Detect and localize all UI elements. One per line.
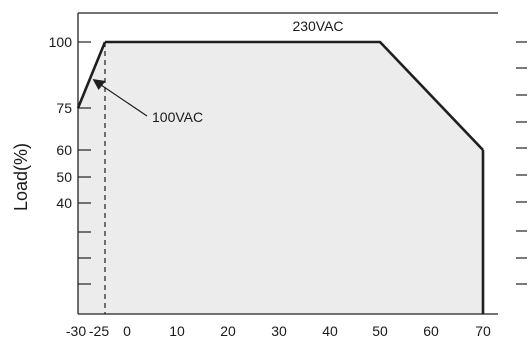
x-tick-label: 20	[220, 323, 236, 339]
y-tick-label: 75	[56, 100, 72, 116]
x-tick-label: 10	[169, 323, 185, 339]
y-tick-label: 100	[49, 34, 73, 50]
operating-area-fill	[78, 42, 483, 314]
y-axis-left-ticks: 100 75 60 50 40	[49, 34, 91, 285]
x-tick-label: 60	[423, 323, 439, 339]
x-tick-label: 30	[271, 323, 287, 339]
y-tick-label: 60	[56, 142, 72, 158]
x-tick-label: -25	[89, 323, 109, 339]
annotation-arrow-head	[92, 78, 106, 90]
x-tick-label: 50	[372, 323, 388, 339]
annotation-100vac: 100VAC	[152, 109, 203, 125]
y-tick-label: 50	[56, 169, 72, 185]
y-tick-label: 40	[56, 195, 72, 211]
y-axis-title: Load(%)	[11, 143, 31, 211]
x-tick-label: 40	[322, 323, 338, 339]
x-tick-label: 70	[475, 323, 491, 339]
series-line-230vac	[105, 40, 484, 151]
x-axis-ticks: -30 -25 0 10 20 30 40 50 60 70	[66, 323, 491, 339]
series-line-100vac	[76, 41, 107, 109]
annotation-arrow-shaft	[99, 83, 148, 117]
x-tick-label: 0	[123, 323, 131, 339]
y-axis-right-ticks	[516, 41, 527, 285]
annotation-230vac: 230VAC	[292, 18, 343, 34]
x-tick-label: -30	[66, 323, 86, 339]
